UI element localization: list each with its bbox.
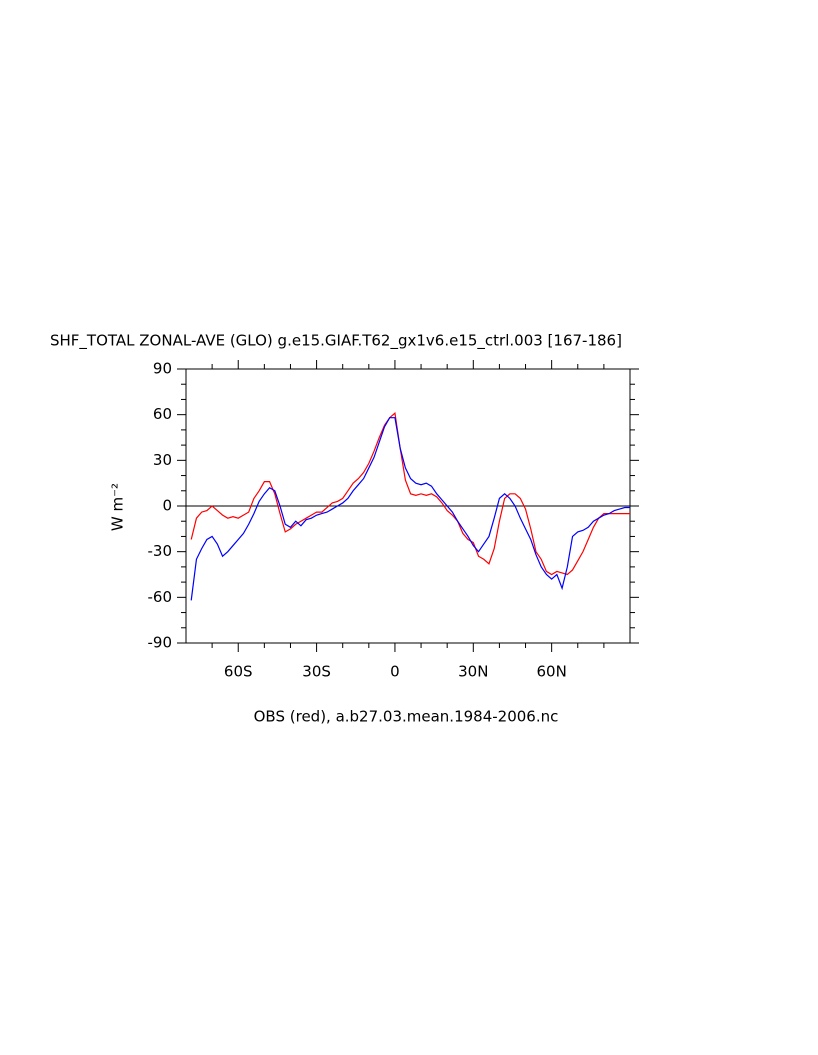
y-tick-label: -60 [148,588,173,606]
y-tick-label: 0 [162,497,172,515]
y-tick-label: 60 [153,405,172,423]
y-tick-label: -90 [148,634,173,652]
x-tick-label: 30S [302,663,331,681]
y-tick-label: 30 [153,451,172,469]
x-tick-label: 0 [390,663,400,681]
data-line [190,417,630,601]
x-tick-label: 30N [458,663,488,681]
x-tick-label: 60S [224,663,253,681]
y-tick-label: 90 [153,360,172,378]
subtitle: OBS (red), a.b27.03.mean.1984-2006.nc [254,708,559,726]
y-axis-label: W m⁻² [109,483,127,531]
chart-title: SHF_TOTAL ZONAL-AVE (GLO) g.e15.GIAF.T62… [50,332,622,351]
y-tick-label: -30 [148,542,173,560]
x-tick-label: 60N [536,663,566,681]
data-line [190,411,630,576]
